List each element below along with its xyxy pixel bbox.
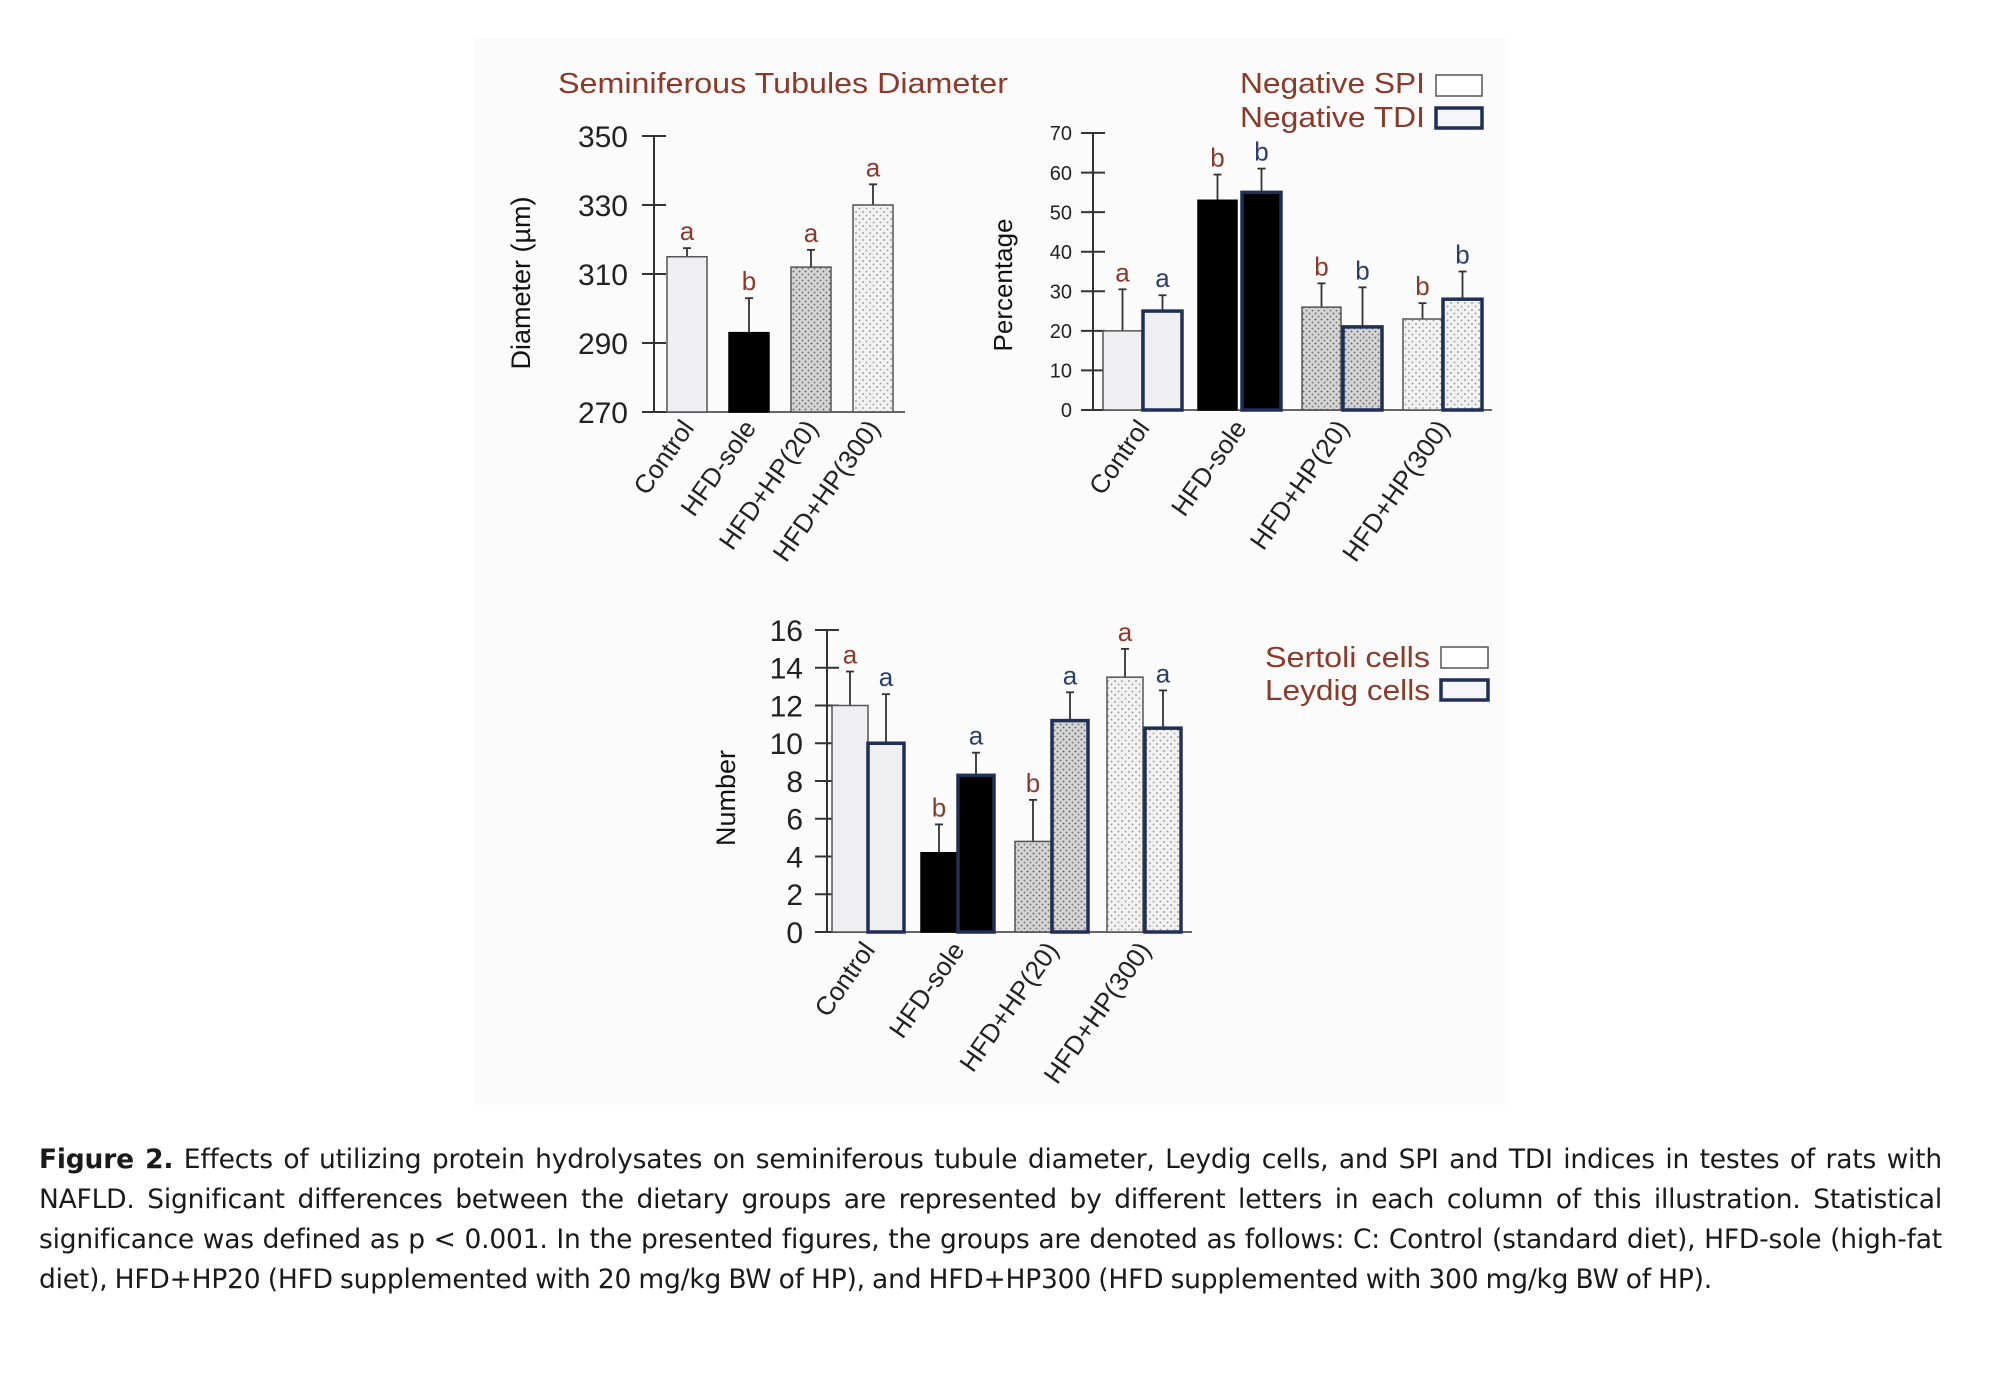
y-ticks: 0 2 4 6 8 10 12 14 16 [770, 615, 839, 950]
y-tick-label: 14 [770, 653, 803, 686]
bar-control-diameter [666, 256, 708, 413]
bar-hfd-hp-300-sertoli-cells [1106, 676, 1144, 933]
y-tick-label: 50 [1050, 202, 1072, 224]
significance-letter: b [1355, 255, 1369, 285]
bar-hfd-hp-300-negative-tdi [1441, 297, 1484, 412]
x-tick-label: HFD-sole [883, 936, 971, 1043]
significance-letter: a [680, 216, 695, 246]
chart-sertoli-leydig: Number Sertoli cells Leydig cells 0 2 4 6 8 1… [711, 615, 1490, 1089]
y-axis-label: Diameter (µm) [506, 196, 536, 369]
significance-letter: a [1156, 658, 1171, 688]
bar-hfd-hp-20-diameter [790, 266, 832, 413]
bar-control-leydig-cells [866, 741, 906, 934]
significance-letter: a [843, 640, 858, 670]
caption-label: Figure 2. [39, 1144, 174, 1175]
legend: Negative SPI Negative TDI [1240, 68, 1484, 134]
y-tick-label: 16 [770, 615, 803, 648]
legend-label-leydig-cells: Leydig cells [1265, 675, 1430, 707]
y-tick-label: 270 [578, 397, 628, 430]
legend-swatch-negative-spi [1435, 74, 1483, 97]
significance-letter: a [1063, 660, 1078, 690]
bar-hfd-hp-20-negative-tdi [1341, 325, 1384, 412]
y-axis-label: Number [711, 750, 741, 846]
chart-seminiferous-diameter: Seminiferous Tubules Diameter Diameter (… [506, 68, 1008, 567]
significance-letter: b [932, 792, 946, 822]
bar-hfd-sole-diameter [728, 331, 770, 413]
y-tick-label: 10 [1050, 361, 1072, 383]
y-tick-label: 70 [1050, 123, 1072, 145]
bar-hfd-sole-negative-tdi [1240, 190, 1283, 412]
legend-swatch-leydig-cells [1439, 678, 1490, 702]
legend-label-negative-spi: Negative SPI [1240, 68, 1425, 100]
bar-hfd-hp-20-negative-spi [1301, 306, 1342, 411]
significance-letter: a [969, 721, 984, 751]
bar-hfd-hp-20-sertoli-cells [1014, 840, 1052, 933]
significance-letter: a [866, 152, 881, 182]
significance-letter: a [879, 662, 894, 692]
y-tick-label: 20 [1050, 321, 1072, 343]
y-tick-label: 290 [578, 328, 628, 361]
y-tick-label: 60 [1050, 163, 1072, 185]
bar-control-sertoli-cells [831, 704, 869, 933]
y-ticks: 0 10 20 30 40 50 60 70 [1050, 123, 1105, 422]
significance-letter: a [1118, 617, 1133, 647]
significance-letter: a [1155, 263, 1170, 293]
x-tick-label: Control [808, 936, 881, 1022]
y-tick-label: 310 [578, 259, 628, 292]
bar-hfd-hp-20-leydig-cells [1050, 718, 1090, 934]
y-tick-label: 40 [1050, 242, 1072, 264]
legend-swatch-negative-tdi [1434, 106, 1484, 130]
x-tick-label: HFD-sole [1165, 414, 1253, 521]
y-tick-label: 2 [786, 879, 803, 912]
y-tick-label: 4 [786, 841, 803, 874]
significance-letter: b [1455, 240, 1469, 270]
x-tick-label: HFD+HP(20) [1244, 414, 1355, 555]
legend-label-negative-tdi: Negative TDI [1240, 102, 1425, 134]
bar-hfd-sole-negative-spi [1197, 199, 1238, 411]
bar-control-negative-spi [1102, 330, 1143, 411]
caption-text: Effects of utilizing protein hydrolysate… [39, 1144, 1942, 1295]
bar-hfd-hp-300-leydig-cells [1143, 726, 1183, 934]
y-tick-label: 330 [578, 190, 628, 223]
legend-label-sertoli-cells: Sertoli cells [1265, 642, 1430, 674]
chart-title: Seminiferous Tubules Diameter [558, 68, 1008, 100]
bar-hfd-sole-leydig-cells [956, 773, 996, 934]
legend-swatch-sertoli-cells [1440, 646, 1489, 669]
y-tick-label: 0 [786, 917, 803, 950]
significance-letter: b [1314, 251, 1328, 281]
y-ticks: 270 290 310 330 350 [578, 121, 666, 430]
significance-letter: b [1210, 143, 1224, 173]
y-axis-label: Percentage [988, 219, 1018, 352]
chart-negative-spi-tdi: Percentage Negative SPI Negative TDI 0 10… [988, 68, 1492, 567]
y-tick-label: 30 [1050, 281, 1072, 303]
bar-control-negative-tdi [1141, 309, 1184, 412]
y-tick-label: 6 [786, 804, 803, 837]
significance-letter: a [1115, 257, 1130, 287]
y-tick-label: 350 [578, 121, 628, 154]
significance-letter: b [1026, 768, 1040, 798]
y-tick-label: 0 [1061, 400, 1072, 422]
y-tick-label: 10 [770, 728, 803, 761]
x-tick-label: HFD+HP(300) [1336, 414, 1455, 567]
x-tick-label: Control [1083, 414, 1156, 500]
bar-hfd-sole-sertoli-cells [920, 851, 958, 933]
y-tick-label: 12 [770, 690, 803, 723]
figure-caption: Figure 2. Effects of utilizing protein h… [39, 1140, 1942, 1300]
bar-hfd-hp-300-diameter [852, 204, 894, 413]
bars: a b a a [666, 152, 894, 413]
significance-letter: b [742, 266, 756, 296]
bar-hfd-hp-300-negative-spi [1402, 318, 1443, 411]
significance-letter: a [804, 218, 819, 248]
significance-letter: b [1415, 271, 1429, 301]
y-tick-label: 8 [786, 766, 803, 799]
legend: Sertoli cells Leydig cells [1265, 642, 1490, 707]
significance-letter: b [1254, 137, 1268, 167]
